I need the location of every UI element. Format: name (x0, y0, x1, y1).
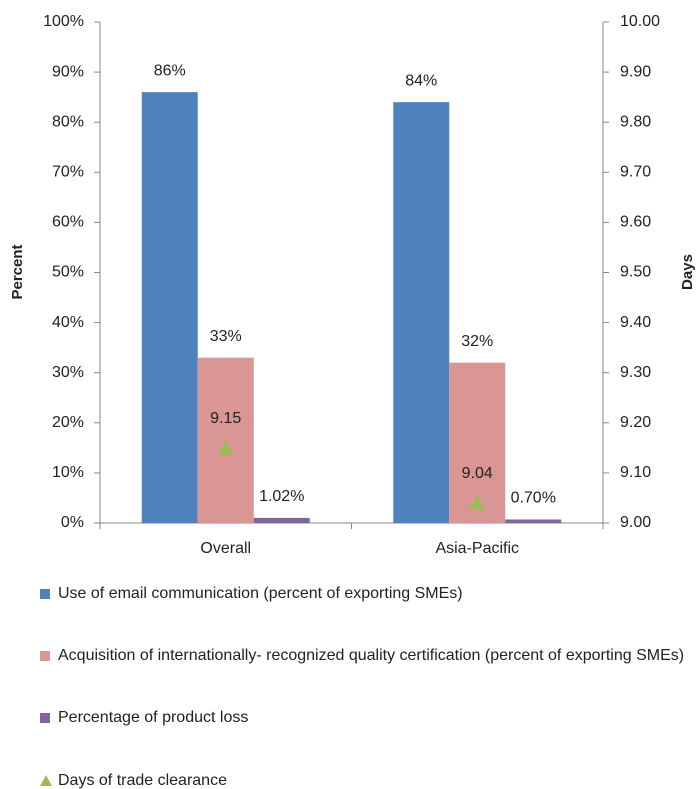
y-tick-label: 80% (52, 113, 84, 130)
legend-item: Use of email communication (percent of e… (40, 582, 690, 606)
y-axis-title: Percent (9, 244, 26, 299)
y2-tick-label: 9.70 (620, 164, 651, 181)
marker (469, 494, 486, 510)
legend-key (40, 651, 50, 661)
legend-label: Percentage of product loss (58, 709, 249, 726)
y2-tick-label: 9.90 (620, 63, 651, 80)
data-label: 86% (154, 62, 186, 79)
bar (393, 102, 450, 523)
y-tick-label: 20% (52, 414, 84, 431)
data-label: 32% (461, 333, 493, 350)
y2-tick-label: 9.50 (620, 264, 651, 281)
y-tick-label: 40% (52, 314, 84, 331)
y2-tick-label: 9.10 (620, 464, 651, 481)
y-tick-label: 0% (61, 514, 84, 531)
x-tick-label: Asia-Pacific (435, 540, 519, 557)
y-tick-label: 30% (52, 364, 84, 381)
legend-label: Use of email communication (percent of e… (58, 585, 463, 602)
y-tick-label: 100% (43, 13, 84, 30)
bar (505, 519, 562, 523)
legend-item: Percentage of product loss (40, 706, 690, 730)
y2-tick-label: 9.20 (620, 414, 651, 431)
y2-tick-label: 9.40 (620, 314, 651, 331)
y-tick-label: 70% (52, 164, 84, 181)
y2-tick-label: 10.00 (620, 13, 660, 30)
data-label: 0.70% (511, 490, 556, 507)
data-label: 9.15 (210, 410, 241, 427)
legend-key (40, 713, 50, 723)
chart: Percent Days 0% 10% 20% 30% 40% 50% 60% 70% 80% 9… (9, 13, 696, 557)
y-tick-label: 50% (52, 264, 84, 281)
y2-tick-label: 9.00 (620, 514, 651, 531)
legend-label: Acquisition of internationally- recogniz… (58, 647, 685, 664)
legend-label: Days of trade clearance (58, 772, 227, 789)
legend-key (40, 589, 50, 599)
marker (217, 439, 234, 455)
y-tick-label: 60% (52, 214, 84, 231)
y2-tick-label: 9.80 (620, 113, 651, 130)
legend-key (40, 775, 52, 786)
legend-item: Acquisition of internationally- recogniz… (40, 644, 690, 668)
data-label: 9.04 (462, 465, 493, 482)
bar (141, 92, 198, 523)
legend-item: Days of trade clearance (40, 769, 690, 789)
data-label: 1.02% (259, 488, 304, 505)
y2-axis-title: Days (679, 254, 696, 290)
data-label: 33% (210, 328, 242, 345)
bar (253, 517, 310, 523)
y-tick-label: 10% (52, 464, 84, 481)
data-label: 84% (405, 72, 437, 89)
y-tick-label: 90% (52, 63, 84, 80)
y2-tick-label: 9.60 (620, 214, 651, 231)
y2-tick-label: 9.30 (620, 364, 651, 381)
x-tick-label: Overall (200, 540, 251, 557)
